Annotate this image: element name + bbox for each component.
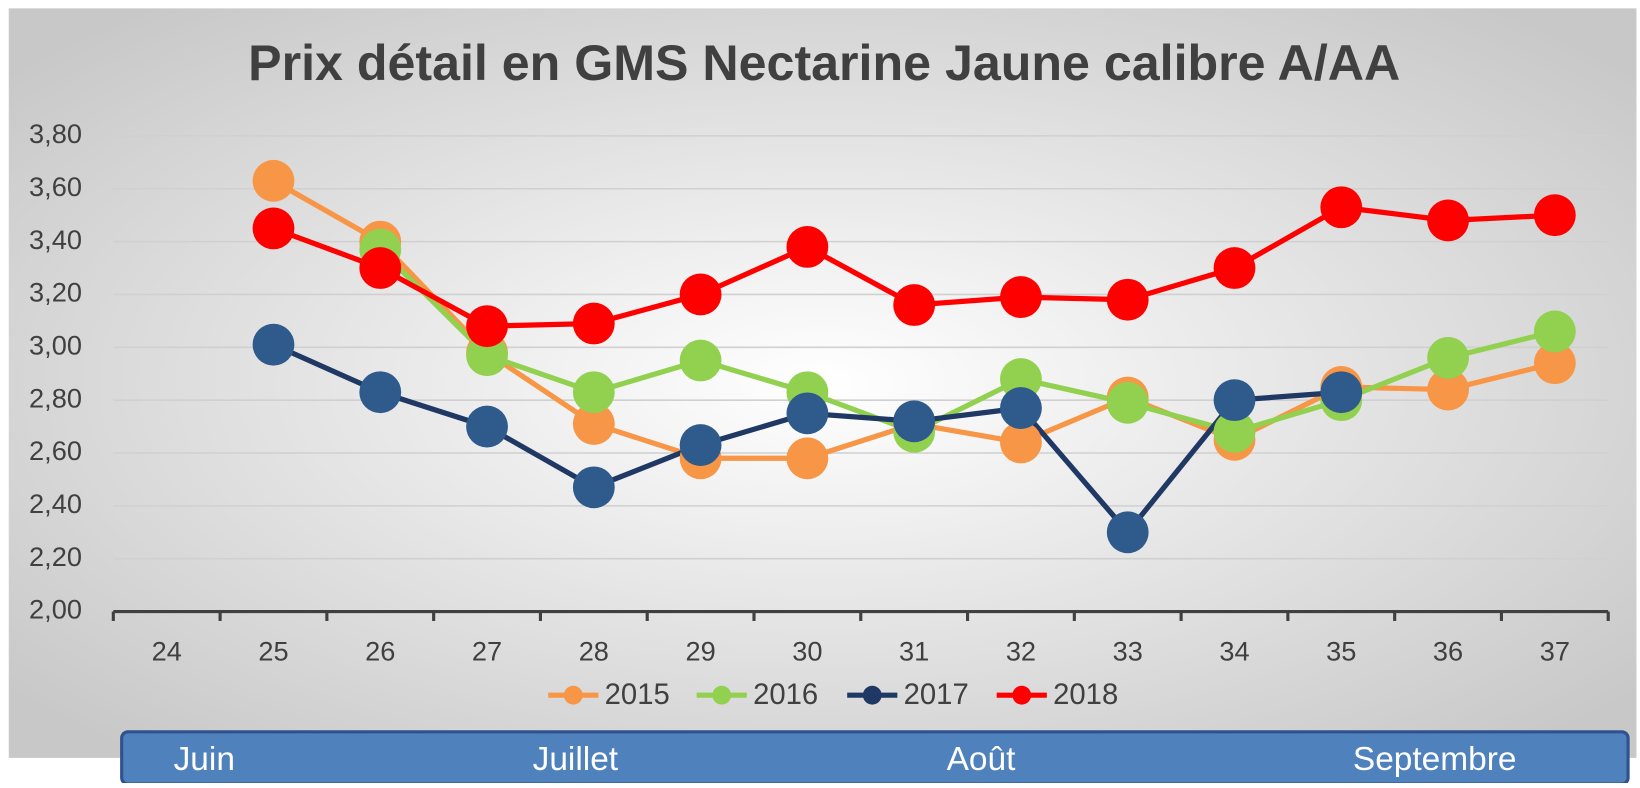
data-point <box>359 371 402 414</box>
data-point <box>786 225 829 268</box>
y-tick-label: 2,40 <box>29 488 82 519</box>
y-tick-label: 3,20 <box>29 277 82 308</box>
y-tick-label: 2,80 <box>29 382 82 413</box>
x-tick-label: 27 <box>472 636 502 667</box>
legend-label: 2016 <box>753 679 818 711</box>
data-point <box>252 323 295 366</box>
data-point <box>679 424 722 466</box>
legend-marker <box>862 685 882 705</box>
legend-marker <box>712 685 732 705</box>
data-point <box>1533 194 1576 237</box>
y-tick-label: 2,60 <box>29 435 82 466</box>
data-point <box>1427 368 1469 411</box>
chart-title: Prix détail en GMS Nectarine Jaune calib… <box>248 35 1400 91</box>
y-tick-label: 3,80 <box>29 118 82 149</box>
x-tick-label: 35 <box>1326 636 1356 667</box>
data-point <box>679 339 722 382</box>
data-point <box>1000 421 1042 464</box>
data-point <box>572 466 615 509</box>
x-tick-label: 32 <box>1006 636 1036 667</box>
data-point <box>1213 379 1256 422</box>
legend-label: 2015 <box>605 679 670 711</box>
data-point <box>1320 371 1363 414</box>
data-point <box>1533 310 1576 353</box>
data-point <box>1533 342 1576 385</box>
month-label: Juin <box>174 741 235 778</box>
data-point <box>1213 247 1256 289</box>
data-point <box>893 284 936 326</box>
data-point <box>1106 381 1149 424</box>
data-point <box>1106 278 1149 321</box>
data-point <box>572 403 615 445</box>
x-tick-label: 26 <box>365 636 395 667</box>
legend-label: 2017 <box>904 679 969 711</box>
data-point <box>1213 410 1256 453</box>
x-tick-label: 33 <box>1113 636 1143 667</box>
x-tick-label: 31 <box>899 636 929 667</box>
data-point <box>572 302 615 345</box>
data-point <box>786 437 829 480</box>
data-point <box>359 247 402 289</box>
data-point <box>1000 358 1042 400</box>
x-tick-label: 25 <box>258 636 288 667</box>
x-tick-label: 34 <box>1219 636 1249 667</box>
data-point <box>1427 336 1469 379</box>
y-tick-label: 3,60 <box>29 171 82 202</box>
data-point <box>1000 276 1042 319</box>
data-point <box>466 305 508 348</box>
month-label: Juillet <box>533 741 619 778</box>
data-point <box>466 334 508 377</box>
data-point <box>252 207 295 250</box>
data-point <box>786 392 829 435</box>
data-point <box>466 405 508 448</box>
data-point <box>252 159 295 202</box>
data-point <box>679 273 722 316</box>
data-point <box>1000 387 1042 429</box>
data-point <box>572 371 615 414</box>
x-tick-label: 29 <box>685 636 715 667</box>
y-tick-label: 3,40 <box>29 224 82 255</box>
x-tick-label: 36 <box>1433 636 1463 667</box>
data-point <box>1106 511 1149 554</box>
x-tick-label: 28 <box>579 636 609 667</box>
data-point <box>1427 199 1469 242</box>
y-tick-label: 2,00 <box>29 594 82 625</box>
y-tick-label: 3,00 <box>29 329 82 360</box>
legend-marker <box>1012 685 1032 705</box>
x-tick-label: 30 <box>792 636 822 667</box>
data-point <box>1320 186 1363 229</box>
month-label: Août <box>947 741 1016 778</box>
y-tick-label: 2,20 <box>29 541 82 572</box>
x-tick-label: 24 <box>152 636 182 667</box>
legend-marker <box>563 685 583 705</box>
x-tick-label: 37 <box>1540 636 1570 667</box>
legend-label: 2018 <box>1053 679 1118 711</box>
data-point <box>893 400 936 443</box>
month-label: Septembre <box>1353 741 1517 778</box>
plot: 2,00 2,20 2,40 2,60 2,80 3,00 3,20 3,40 3,60 3,80… <box>29 118 1610 711</box>
